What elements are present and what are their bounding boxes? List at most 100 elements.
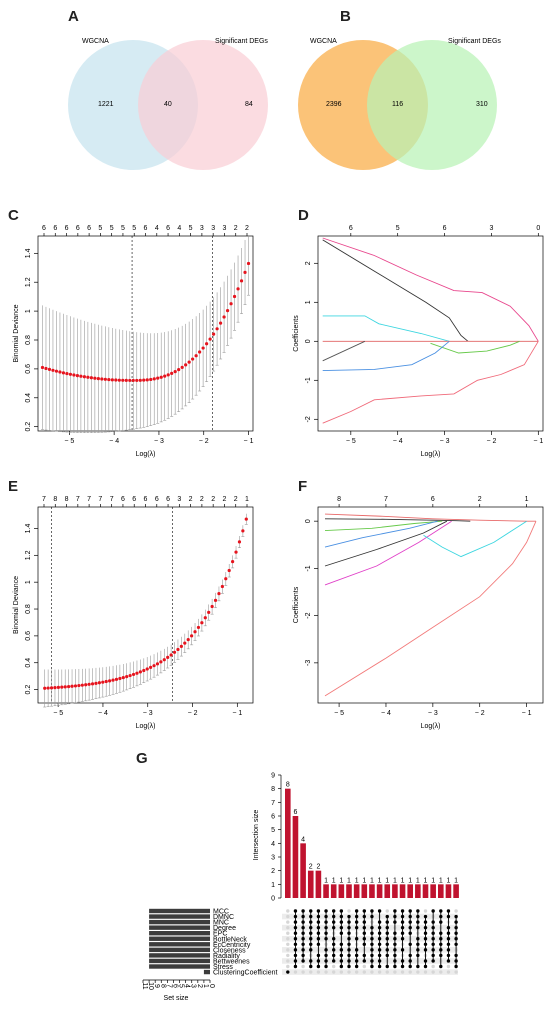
d-ytick-label: 2 [305, 261, 312, 265]
e-top-tick-label: 7 [98, 496, 102, 503]
c-cv-point [243, 270, 247, 274]
e-top-tick-label: 7 [87, 496, 91, 503]
e-cv-point [183, 641, 187, 645]
e-cv-point [46, 686, 50, 690]
c-cv-point [114, 378, 118, 382]
panel-label-c: C [8, 207, 19, 224]
e-xtick-label: − 3 [143, 710, 153, 717]
venn-a-label-right: Significant DEGs [215, 38, 268, 45]
g-bar-label: 1 [401, 877, 405, 884]
e-cv-point [49, 686, 54, 690]
c-cv-point [152, 377, 156, 381]
c-cv-point [239, 279, 244, 283]
e-cv-point [56, 685, 60, 689]
c-cv-point [138, 378, 142, 382]
d-top-tick-label: 0 [536, 225, 540, 232]
g-matrix-dot-off [286, 909, 290, 913]
g-set-size-bar [149, 936, 210, 941]
c-cv-point [121, 378, 125, 382]
c-cv-point [82, 375, 86, 379]
e-cv-point [87, 682, 91, 686]
c-cv-point [58, 370, 62, 374]
g-matrix-dot-off [431, 964, 435, 969]
g-matrix-dot-off [347, 909, 351, 913]
c-cv-point [75, 374, 80, 378]
e-ytick-label: 0.2 [25, 685, 32, 695]
e-top-tick-label: 2 [222, 496, 226, 503]
e-cv-point [114, 677, 119, 681]
e-cv-point [43, 686, 47, 690]
e-cv-point [60, 685, 64, 689]
c-cv-point [194, 354, 198, 358]
g-matrix-dot-off [423, 970, 428, 974]
g-matrix-dot-off [370, 970, 374, 974]
f-ytick-label: -3 [305, 660, 312, 666]
g-bar-label: 1 [416, 877, 420, 884]
e-cv-point [104, 679, 108, 684]
e-cv-point [128, 673, 132, 678]
e-cv-point [73, 684, 78, 688]
e-cv-point [241, 529, 245, 533]
c-cv-point [124, 378, 128, 382]
g-set-size-bar [149, 931, 210, 936]
g-set-size-tick-label: 5 [178, 984, 185, 988]
g-bar-label: 1 [439, 877, 443, 884]
g-intersection-bar [307, 870, 314, 898]
e-top-tick-label: 7 [76, 496, 80, 503]
g-set-size-bar [149, 953, 210, 958]
g-matrix-dot-off [286, 964, 290, 969]
e-cv-point [159, 660, 163, 664]
g-bar-label: 1 [332, 877, 336, 884]
c-cv-point [159, 375, 163, 379]
g-set-size-bar [149, 914, 210, 919]
f-xtick-label: − 1 [522, 710, 532, 717]
g-intersection-bar [361, 884, 368, 898]
e-cv-point [131, 672, 136, 677]
g-set-size-bar [149, 958, 210, 964]
g-set-size-bar [149, 942, 210, 947]
e-cv-point [217, 592, 221, 596]
c-cv-point [40, 365, 45, 370]
c-cv-point [173, 370, 177, 374]
e-cv-point [97, 681, 101, 685]
g-matrix-dot-off [286, 959, 290, 963]
g-matrix-dot-off [362, 970, 366, 974]
e-xtick-label: − 1 [232, 710, 242, 717]
e-cv-point [149, 665, 153, 670]
e-top-tick-label: 2 [234, 496, 238, 503]
g-matrix-dot-off [446, 970, 451, 974]
g-set-size-tick-label: 6 [171, 984, 178, 988]
e-top-tick-label: 6 [166, 496, 170, 503]
g-bar-label: 8 [286, 782, 290, 789]
c-x-axis-label: Log(λ) [136, 451, 156, 458]
g-bar-label: 1 [385, 877, 389, 884]
g-matrix-dot-off [339, 970, 344, 974]
g-set-size-bar [203, 969, 210, 975]
c-cv-point [208, 337, 212, 341]
venn-b-right-circle [367, 40, 497, 170]
c-xtick-label: − 5 [64, 438, 74, 445]
c-cv-point [225, 308, 230, 313]
c-xtick-label: − 1 [244, 438, 254, 445]
g-matrix-dot-off [347, 970, 351, 974]
e-cv-point [111, 678, 115, 682]
g-matrix-dot-off [293, 970, 298, 974]
venn-b-label-left: WGCNA [310, 38, 337, 45]
c-ytick-label: 1 [25, 309, 32, 313]
e-cv-point [193, 630, 197, 634]
c-top-tick-label: 5 [132, 225, 136, 232]
e-xtick-label: − 5 [53, 710, 63, 717]
c-cv-point [191, 357, 195, 361]
e-cv-point [63, 685, 67, 689]
e-top-tick-label: 7 [42, 496, 46, 503]
c-cv-point [110, 378, 114, 382]
c-ytick-label: 0.2 [25, 422, 32, 432]
c-cv-point [184, 363, 188, 367]
e-ytick-label: 1.2 [25, 550, 32, 560]
d-top-tick-label: 6 [443, 225, 447, 232]
g-intersection-bar [415, 884, 421, 898]
g-bar-label: 2 [316, 864, 320, 871]
g-bar-label: 1 [408, 877, 412, 884]
